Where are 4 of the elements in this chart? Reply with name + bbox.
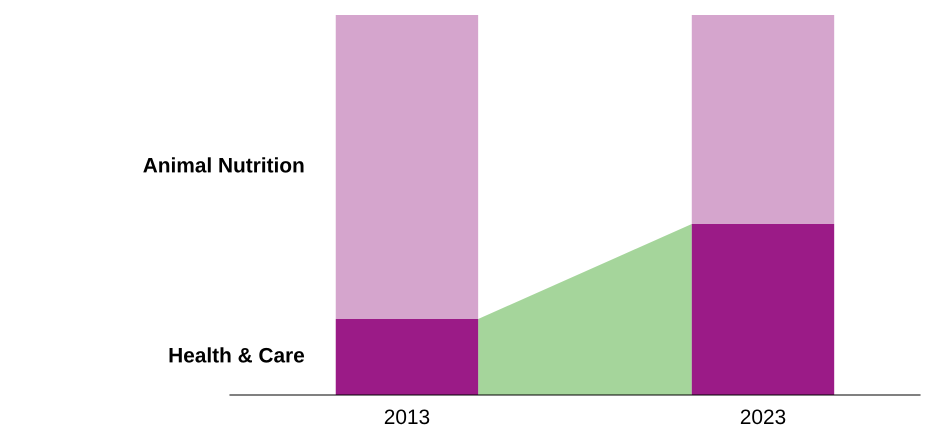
series-label: Animal Nutrition bbox=[143, 157, 304, 173]
x-tick-label: 2023 bbox=[740, 409, 786, 424]
series-label: Health & Care bbox=[170, 347, 304, 363]
x-tick-label: 2013 bbox=[384, 409, 430, 424]
